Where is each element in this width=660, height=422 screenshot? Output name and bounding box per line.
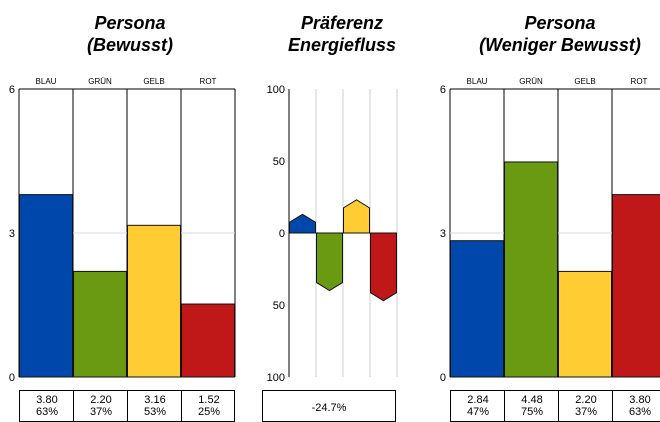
value-cell-divider: [612, 391, 613, 421]
column-header-gruen: GRÜN: [519, 77, 543, 86]
column-header-gelb: GELB: [574, 77, 595, 86]
y-tick-label: 0: [440, 372, 446, 384]
bar-gelb: [559, 271, 612, 377]
score-value: 4.48: [505, 394, 559, 406]
percent-value: 63%: [613, 406, 660, 418]
score-value: 2.84: [451, 394, 505, 406]
percent-value: 75%: [505, 406, 559, 418]
score-value: 2.20: [559, 394, 613, 406]
percent-value: 37%: [559, 406, 613, 418]
bar-gruen: [505, 162, 558, 377]
bar-rot: [613, 195, 660, 377]
column-header-blau: BLAU: [467, 77, 488, 86]
column-header-rot: ROT: [631, 77, 648, 86]
bar-blau: [451, 241, 504, 377]
value-cell-divider: [504, 391, 505, 421]
y-tick-label: 3: [440, 228, 446, 240]
value-cell-divider: [558, 391, 559, 421]
y-tick-label: 6: [440, 84, 446, 96]
score-value: 3.80: [613, 394, 660, 406]
percent-value: 47%: [451, 406, 505, 418]
